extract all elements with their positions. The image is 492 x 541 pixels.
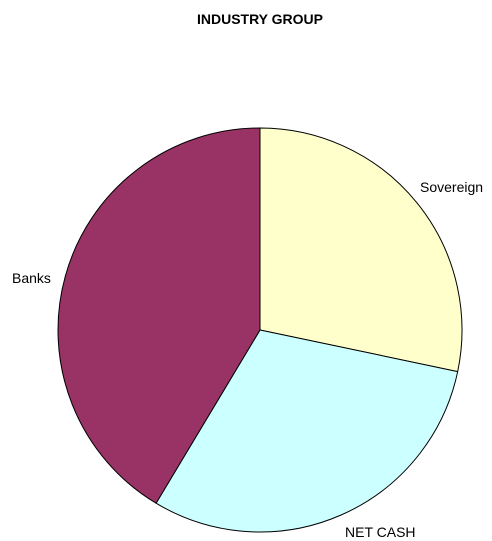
pie-slices bbox=[57, 127, 463, 533]
pie-slice-sovereign bbox=[259, 127, 463, 373]
pie-labels: Sovereign NET CASH Banks bbox=[12, 179, 483, 540]
pie-slice-banks bbox=[57, 127, 261, 504]
pie-label-banks: Banks bbox=[12, 270, 51, 286]
chart-title: INDUSTRY GROUP bbox=[197, 11, 323, 27]
pie-label-sovereign: Sovereign bbox=[420, 179, 483, 195]
pie-label-net-cash: NET CASH bbox=[345, 524, 416, 540]
pie-slice-net-cash bbox=[155, 329, 459, 533]
